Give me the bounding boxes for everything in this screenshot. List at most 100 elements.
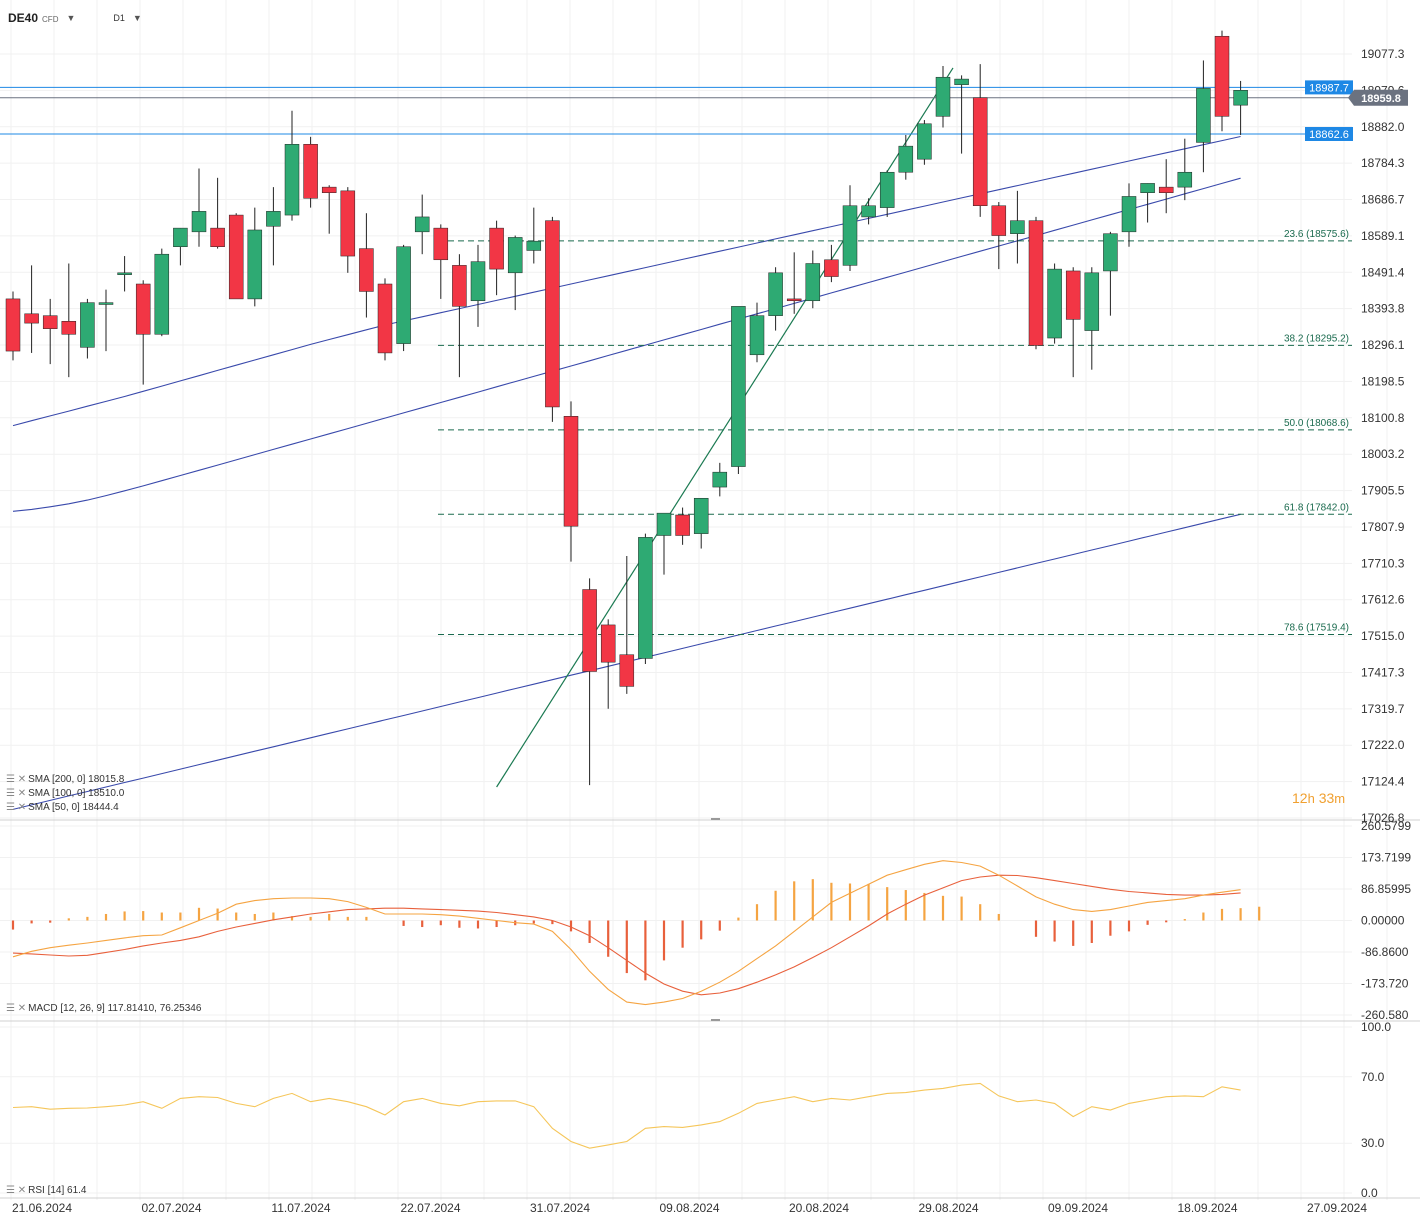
candle [61,263,77,378]
candle [191,168,207,247]
macd-legend-text: MACD [12, 26, 9] 117.81410, 76.25346 [28,1003,202,1014]
candle-body [80,302,95,348]
candle [1047,263,1062,344]
instrument-header: DE40 CFD ▼ D1 ▼ [8,8,142,28]
price-tick-label: 17319.7 [1361,702,1405,716]
candle [954,75,969,154]
price-tick-label: 18198.5 [1361,374,1405,388]
candle-body [303,144,318,199]
candle [842,185,858,271]
rsi-menu-icon[interactable]: ☰ ✕ [6,1185,27,1196]
candle-body [210,227,225,247]
sma100-menu-icon[interactable]: ☰ ✕ [6,788,27,799]
sma200-legend-text: SMA [200, 0] 18015.8 [28,774,125,785]
candle-body [98,302,114,305]
candle-body [154,253,170,335]
candle-body [433,227,449,261]
rsi-line [12,1082,1241,1149]
fib-level-label: 50.0 (18068.6) [1284,418,1349,429]
macd-tick-label: -173.720 [1361,977,1409,991]
candle [42,298,58,365]
instrument-type-label: CFD [42,14,59,24]
resize-handle-icon[interactable] [711,1019,720,1021]
candle [489,220,504,296]
candle-body [935,76,951,117]
candle-body [321,186,337,193]
candle [433,224,449,299]
candle [470,244,486,327]
candle [359,213,374,318]
price-tick-label: 17710.3 [1361,556,1405,570]
date-tick-label: 09.08.2024 [659,1201,719,1215]
macd-tick-label: 173.7199 [1361,851,1411,865]
candle [452,254,467,378]
rsi-tick-label: 70.0 [1361,1070,1385,1084]
macd-menu-icon[interactable]: ☰ ✕ [6,1003,27,1014]
candle-body [452,265,467,307]
sma50-menu-icon[interactable]: ☰ ✕ [6,802,27,813]
candle-body [731,306,746,467]
candle [1214,30,1230,132]
candle-body [545,220,560,408]
candle-body [284,144,300,216]
rsi-tick-label: 30.0 [1361,1136,1385,1150]
price-tag-label: 18959.8 [1361,93,1401,105]
candle [507,235,523,311]
candle [619,555,635,694]
candle [24,265,39,353]
candle [1084,267,1100,370]
price-tag-bg [1305,126,1353,141]
macd-axis: 260.5799 173.7199 86.85995 0.00000 -86.8600 -… [1361,819,1411,1022]
price-tag-label: 18987.7 [1309,82,1349,94]
candle [377,278,393,361]
candle-body [470,261,486,302]
candle-body [805,263,821,302]
date-tick-label: 22.07.2024 [400,1201,460,1215]
date-tick-label: 21.06.2024 [12,1201,72,1215]
candle [712,462,728,497]
candle [1121,183,1137,247]
candle-body [972,97,988,207]
candle [972,64,988,217]
price-tick-label: 17515.0 [1361,629,1405,643]
date-tick-label: 27.09.2024 [1307,1201,1367,1215]
candle [879,170,895,217]
candle [303,136,318,208]
candle [1140,183,1155,223]
rsi-axis: 100.0 70.0 30.0 0.0 [1361,1020,1391,1200]
symbol-label[interactable]: DE40 [8,11,39,25]
price-tag-bg [1348,89,1408,106]
candle-body [1158,186,1174,193]
candle [117,256,132,292]
date-tick-label: 11.07.2024 [271,1201,330,1215]
macd-tick-label: 86.85995 [1361,882,1411,896]
candle-body [396,246,411,344]
timeframe-label[interactable]: D1 [113,13,125,23]
timeframe-dropdown-chevron-icon[interactable]: ▼ [132,13,142,23]
candle [638,533,653,665]
date-tick-label: 20.08.2024 [789,1201,849,1215]
candle [582,578,597,786]
rsi-tick-label: 100.0 [1361,1020,1391,1034]
sma100-legend: ☰ ✕ SMA [100, 0] 18510.0 [6,788,124,799]
resize-handle-icon[interactable] [711,818,720,820]
price-tag: 18959.8 [1348,89,1408,106]
sma200-menu-icon[interactable]: ☰ ✕ [6,774,27,785]
candle-body [1121,196,1137,233]
candle-body [879,171,895,208]
countdown-hours: 12 [1292,790,1308,806]
candle [917,120,932,165]
candle [1010,190,1025,264]
symbol-dropdown-chevron-icon[interactable]: ▼ [66,13,76,23]
candle [228,213,244,300]
candle [1103,231,1118,316]
candles [5,30,1248,786]
candle-body [414,216,430,233]
candle-body [786,298,802,302]
price-tick-label: 18393.8 [1361,302,1405,316]
candle-body [1196,88,1211,143]
candle-body [266,211,281,227]
macd-main-line [12,860,1241,1006]
sma50-legend: ☰ ✕ SMA [50, 0] 18444.4 [6,802,119,813]
